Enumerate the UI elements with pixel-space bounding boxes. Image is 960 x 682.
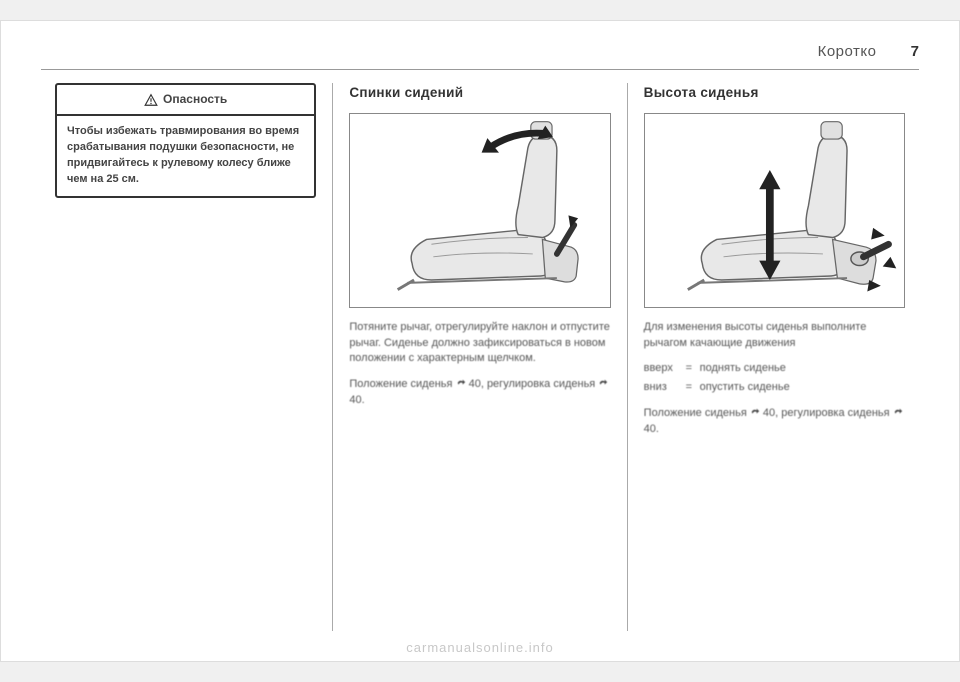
def-row-up: вверх = поднять сиденье bbox=[644, 361, 905, 377]
ref-page-1: 40 bbox=[763, 407, 775, 419]
def-term-down: вниз bbox=[644, 380, 686, 396]
page-number: 7 bbox=[911, 43, 919, 60]
backrest-instruction: Потяните рычаг, отрегулируйте на­клон и … bbox=[349, 320, 610, 368]
ref-mid: , регули­ровка сиденья bbox=[775, 407, 893, 419]
backrest-reference: Положение сиденья 40, регули­ровка сиден… bbox=[349, 377, 610, 409]
column-1: Опасность Чтобы избежать травмирования в… bbox=[41, 83, 330, 631]
ref-suffix: . bbox=[656, 423, 659, 435]
def-eq: = bbox=[686, 361, 700, 377]
warning-header: Опасность bbox=[57, 85, 314, 116]
content-columns: Опасность Чтобы избежать травмирования в… bbox=[41, 83, 919, 631]
watermark: carmanualsonline.info bbox=[406, 640, 553, 655]
header-divider bbox=[41, 69, 919, 70]
warning-body: Чтобы избежать травмирования во время ср… bbox=[57, 116, 314, 196]
ref-page-1: 40 bbox=[469, 378, 481, 390]
warning-title: Опасность bbox=[163, 91, 227, 108]
height-adjust-figure bbox=[644, 113, 905, 308]
ref-prefix: Положение сиденья bbox=[349, 378, 455, 390]
ref-suffix: . bbox=[362, 394, 365, 406]
height-reference: Положение сиденья 40, регули­ровка сиден… bbox=[644, 406, 905, 438]
column-3: Высота сиденья bbox=[630, 83, 919, 631]
height-title: Высота сиденья bbox=[644, 83, 905, 103]
section-title: Коротко bbox=[818, 43, 877, 60]
ref-prefix: Положение сиденья bbox=[644, 407, 750, 419]
def-val-up: поднять сиденье bbox=[700, 361, 905, 377]
column-separator-2 bbox=[627, 83, 628, 631]
reference-icon bbox=[598, 378, 608, 388]
ref-page-2: 40 bbox=[644, 423, 656, 435]
page-header: Коротко 7 bbox=[818, 43, 919, 60]
manual-page: Коротко 7 Опасность Чтобы избежать травм… bbox=[0, 20, 960, 662]
ref-mid: , регули­ровка сиденья bbox=[481, 378, 599, 390]
column-separator-1 bbox=[332, 83, 333, 631]
column-2: Спинки сидений bbox=[335, 83, 624, 631]
danger-warning-box: Опасность Чтобы избежать травмирования в… bbox=[55, 83, 316, 198]
def-row-down: вниз = опустить сиденье bbox=[644, 380, 905, 396]
def-term-up: вверх bbox=[644, 361, 686, 377]
reference-icon bbox=[893, 407, 903, 417]
reference-icon bbox=[456, 378, 466, 388]
backrest-adjust-figure bbox=[349, 113, 610, 308]
backrest-title: Спинки сидений bbox=[349, 83, 610, 103]
height-definition-list: вверх = поднять сиденье вниз = опустить … bbox=[644, 361, 905, 396]
ref-page-2: 40 bbox=[349, 394, 361, 406]
reference-icon bbox=[750, 407, 760, 417]
danger-triangle-icon bbox=[144, 93, 158, 107]
def-val-down: опустить сиденье bbox=[700, 380, 905, 396]
def-eq: = bbox=[686, 380, 700, 396]
height-instruction: Для изменения высоты сиденья выполните р… bbox=[644, 320, 905, 352]
